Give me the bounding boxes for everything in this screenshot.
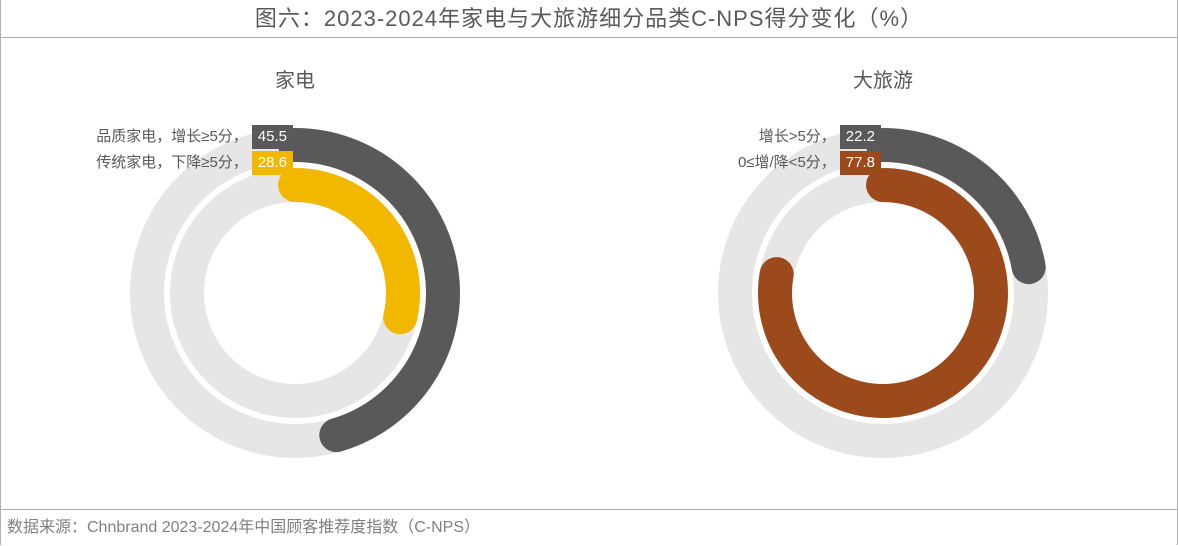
- legend-value: 45.5: [252, 125, 293, 149]
- legend-right: 增长>5分，22.20≤增/降<5分，77.8: [738, 125, 881, 177]
- subtitle-left: 家电: [1, 64, 589, 93]
- subtitle-right: 大旅游: [589, 64, 1177, 93]
- legend-label: 增长>5分，: [759, 128, 836, 145]
- legend-label: 0≤增/降<5分，: [738, 154, 836, 171]
- legend-row: 传统家电，下降≥5分，28.6: [96, 151, 293, 175]
- legend-row: 0≤增/降<5分，77.8: [738, 151, 881, 175]
- legend-left: 品质家电，增长≥5分，45.5传统家电，下降≥5分，28.6: [96, 125, 293, 177]
- charts-row: 家电 品质家电，增长≥5分，45.5传统家电，下降≥5分，28.6 大旅游 增长…: [1, 38, 1177, 509]
- chart-cell-left: 家电 品质家电，增长≥5分，45.5传统家电，下降≥5分，28.6: [1, 38, 589, 509]
- legend-row: 品质家电，增长≥5分，45.5: [96, 125, 293, 149]
- donut-left: 品质家电，增长≥5分，45.5传统家电，下降≥5分，28.6: [125, 123, 465, 463]
- legend-label: 品质家电，增长≥5分，: [96, 128, 248, 145]
- chart-title: 图六：2023-2024年家电与大旅游细分品类C-NPS得分变化（%）: [1, 0, 1177, 38]
- legend-value: 22.2: [840, 125, 881, 149]
- legend-row: 增长>5分，22.2: [738, 125, 881, 149]
- legend-value: 77.8: [840, 151, 881, 175]
- chart-cell-right: 大旅游 增长>5分，22.20≤增/降<5分，77.8: [589, 38, 1177, 509]
- legend-label: 传统家电，下降≥5分，: [96, 154, 248, 171]
- figure-frame: 图六：2023-2024年家电与大旅游细分品类C-NPS得分变化（%） 家电 品…: [0, 0, 1178, 545]
- data-source: 数据来源：Chnbrand 2023-2024年中国顾客推荐度指数（C-NPS）: [1, 509, 1177, 545]
- legend-value: 28.6: [252, 151, 293, 175]
- arc-segment: [295, 185, 403, 317]
- donut-right: 增长>5分，22.20≤增/降<5分，77.8: [713, 123, 1053, 463]
